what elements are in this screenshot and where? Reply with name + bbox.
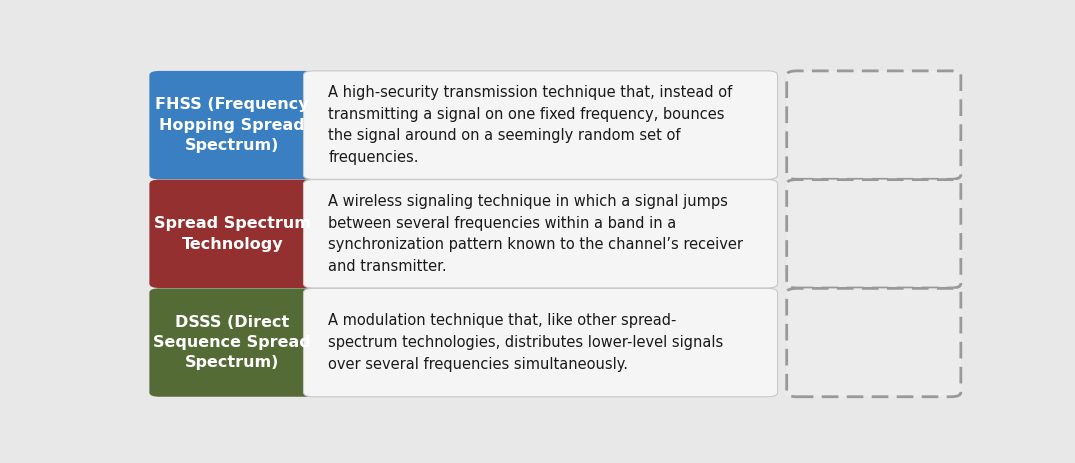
Text: A wireless signaling technique in which a signal jumps
between several frequenci: A wireless signaling technique in which … bbox=[329, 194, 744, 274]
Text: FHSS (Frequency
Hopping Spread
Spectrum): FHSS (Frequency Hopping Spread Spectrum) bbox=[156, 97, 310, 153]
FancyBboxPatch shape bbox=[149, 288, 315, 397]
Text: A modulation technique that, like other spread-
spectrum technologies, distribut: A modulation technique that, like other … bbox=[329, 313, 723, 372]
FancyBboxPatch shape bbox=[787, 288, 961, 397]
FancyBboxPatch shape bbox=[149, 71, 315, 179]
Text: DSSS (Direct
Sequence Spread
Spectrum): DSSS (Direct Sequence Spread Spectrum) bbox=[154, 315, 311, 370]
FancyBboxPatch shape bbox=[787, 180, 961, 288]
FancyBboxPatch shape bbox=[303, 288, 777, 397]
FancyBboxPatch shape bbox=[149, 180, 315, 288]
Text: Spread Spectrum
Technology: Spread Spectrum Technology bbox=[154, 216, 311, 251]
FancyBboxPatch shape bbox=[303, 71, 777, 179]
Text: A high-security transmission technique that, instead of
transmitting a signal on: A high-security transmission technique t… bbox=[329, 85, 733, 165]
FancyBboxPatch shape bbox=[303, 180, 777, 288]
FancyBboxPatch shape bbox=[787, 71, 961, 179]
